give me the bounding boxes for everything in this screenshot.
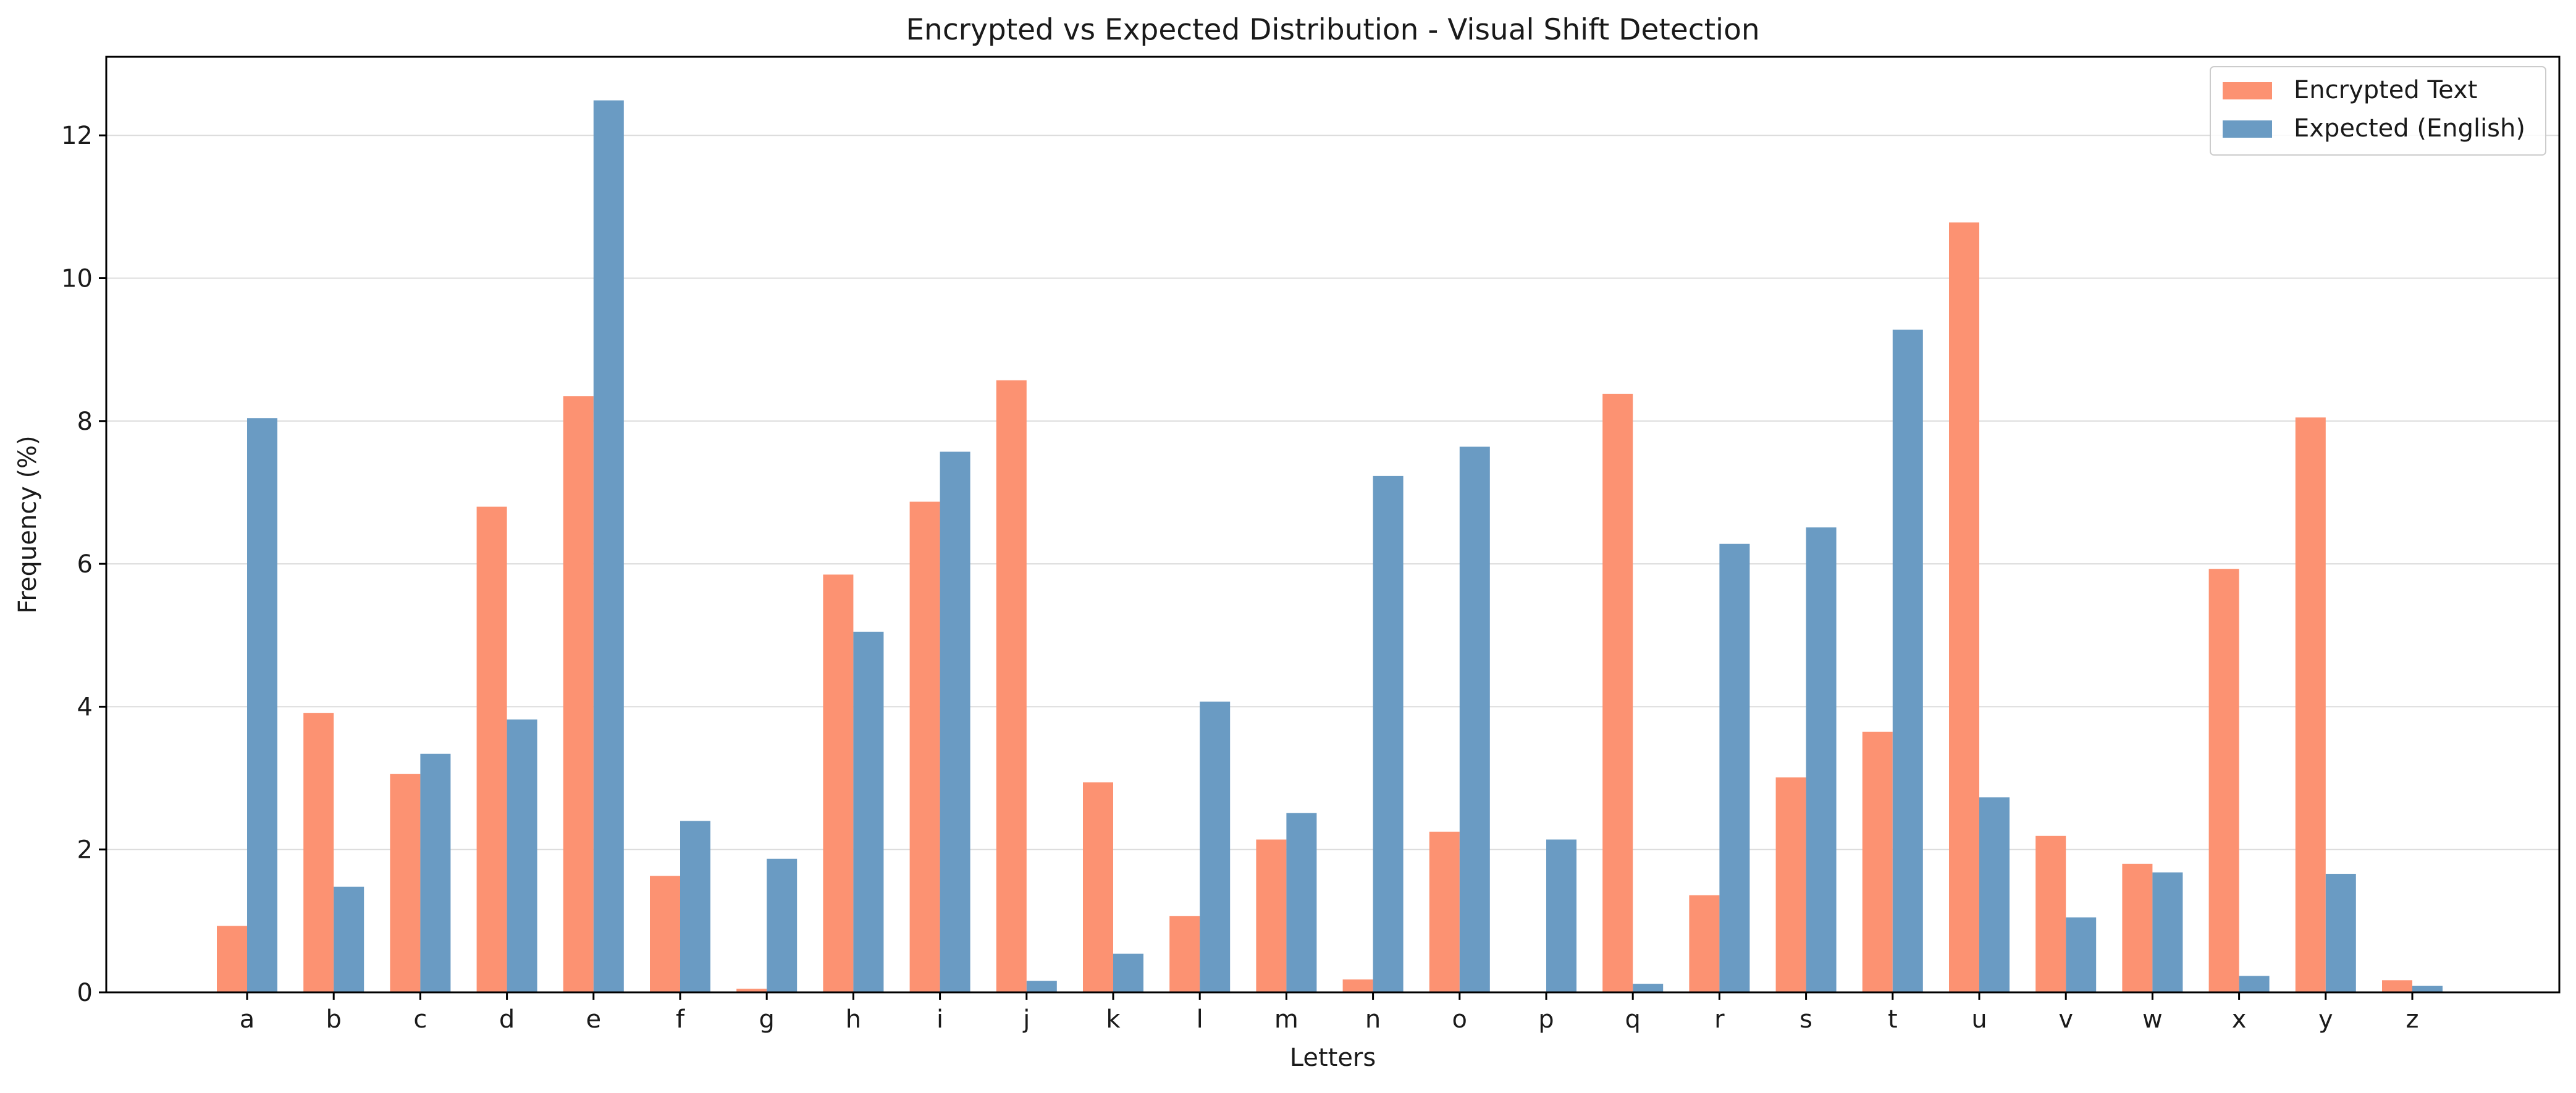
- bar-expected-q: [1633, 984, 1664, 992]
- bar-encrypted-b: [303, 713, 334, 992]
- bar-expected-n: [1373, 475, 1404, 992]
- bar-encrypted-u: [1949, 222, 1979, 993]
- bar-expected-a: [247, 418, 277, 992]
- bar-encrypted-q: [1602, 393, 1633, 992]
- bar-encrypted-n: [1342, 979, 1373, 992]
- bar-expected-d: [507, 719, 537, 992]
- bar-expected-g: [767, 858, 798, 992]
- x-tick-label: d: [499, 1005, 515, 1034]
- chart-title: Encrypted vs Expected Distribution - Vis…: [906, 13, 1759, 47]
- x-tick-label: f: [676, 1005, 685, 1034]
- x-tick-label: e: [586, 1005, 601, 1034]
- x-tick-label: c: [413, 1005, 427, 1034]
- y-tick-label: 2: [77, 836, 93, 865]
- bar-expected-m: [1286, 813, 1317, 992]
- axes-frame: [105, 56, 2561, 994]
- legend-swatch-expected: [2223, 120, 2272, 138]
- bar-expected-j: [1026, 981, 1057, 992]
- bar-encrypted-o: [1429, 831, 1460, 992]
- x-tick-label: u: [1971, 1005, 1987, 1034]
- bar-expected-f: [680, 821, 710, 992]
- x-tick-label: r: [1714, 1005, 1725, 1034]
- bar-encrypted-k: [1083, 782, 1113, 992]
- x-tick-label: b: [326, 1005, 342, 1034]
- bar-expected-k: [1113, 953, 1143, 992]
- bar-expected-x: [2239, 976, 2270, 992]
- bar-expected-i: [940, 451, 970, 992]
- y-tick-label: 10: [61, 265, 93, 293]
- x-tick-label: t: [1888, 1005, 1898, 1034]
- bar-encrypted-z: [2382, 980, 2412, 992]
- bar-expected-o: [1459, 446, 1490, 992]
- bar-encrypted-w: [2122, 863, 2153, 992]
- x-tick-label: n: [1365, 1005, 1381, 1034]
- bar-expected-e: [593, 100, 624, 993]
- y-axis-label: Frequency (%): [14, 435, 42, 614]
- x-tick-label: h: [846, 1005, 861, 1034]
- bar-encrypted-j: [996, 380, 1027, 992]
- y-tick-label: 4: [77, 693, 93, 721]
- bar-encrypted-g: [736, 989, 767, 992]
- x-tick-label: v: [2058, 1005, 2073, 1034]
- bar-encrypted-m: [1256, 839, 1287, 992]
- bar-encrypted-i: [909, 501, 940, 992]
- bar-encrypted-d: [476, 506, 507, 992]
- x-tick-label: k: [1106, 1005, 1121, 1034]
- x-tick-label: x: [2232, 1005, 2247, 1034]
- bar-expected-w: [2152, 872, 2183, 992]
- legend-box: [2210, 66, 2546, 156]
- bar-expected-l: [1200, 701, 1231, 992]
- bar-expected-p: [1546, 839, 1576, 992]
- bar-expected-r: [1719, 543, 1750, 992]
- bar-encrypted-s: [1775, 777, 1806, 992]
- bar-expected-v: [2066, 917, 2097, 992]
- x-tick-label: z: [2406, 1005, 2419, 1034]
- y-axis-ticks: 0 2 4 6 8 10 12: [61, 122, 106, 1007]
- bar-encrypted-x: [2208, 569, 2239, 992]
- bar-encrypted-h: [823, 574, 854, 992]
- bar-expected-s: [1806, 527, 1837, 992]
- legend: Encrypted Text Expected (English): [2210, 66, 2546, 156]
- bar-encrypted-t: [1862, 731, 1893, 992]
- bar-encrypted-e: [563, 396, 594, 992]
- bar-expected-y: [2325, 874, 2356, 992]
- x-tick-label: g: [759, 1005, 775, 1034]
- bar-encrypted-v: [2035, 835, 2066, 992]
- bar-expected-u: [1979, 797, 2010, 992]
- x-tick-label: p: [1538, 1005, 1554, 1034]
- x-axis-ticks: a b c d e f g h i j k l m n o p q r s t u v w x y z: [240, 992, 2419, 1034]
- x-tick-label: s: [1799, 1005, 1812, 1034]
- x-tick-label: w: [2142, 1005, 2163, 1034]
- bar-expected-h: [853, 631, 884, 992]
- bar-encrypted-r: [1689, 895, 1720, 992]
- y-tick-label: 8: [77, 408, 93, 436]
- y-tick-label: 0: [77, 979, 93, 1007]
- x-tick-label: y: [2318, 1005, 2333, 1034]
- bar-encrypted-l: [1169, 916, 1200, 992]
- legend-swatch-encrypted: [2223, 82, 2272, 99]
- bar-expected-z: [2412, 986, 2443, 992]
- bar-expected-t: [1892, 329, 1923, 993]
- y-tick-label: 12: [61, 122, 93, 150]
- x-tick-label: q: [1625, 1005, 1641, 1034]
- legend-label-expected: Expected (English): [2294, 114, 2525, 143]
- bar-encrypted-a: [217, 926, 247, 992]
- x-tick-label: j: [1022, 1005, 1030, 1034]
- bar-expected-c: [420, 753, 451, 992]
- x-tick-label: o: [1452, 1005, 1467, 1034]
- bar-encrypted-y: [2295, 417, 2326, 992]
- x-tick-label: l: [1197, 1005, 1203, 1034]
- x-tick-label: m: [1274, 1005, 1299, 1034]
- bar-expected-b: [334, 886, 364, 992]
- x-axis-label: Letters: [1290, 1044, 1376, 1072]
- bars: [217, 100, 2443, 993]
- x-tick-label: i: [937, 1005, 943, 1034]
- bar-encrypted-c: [390, 774, 421, 992]
- y-tick-label: 6: [77, 550, 93, 579]
- legend-label-encrypted: Encrypted Text: [2294, 76, 2477, 104]
- bar-encrypted-f: [650, 876, 680, 992]
- x-tick-label: a: [240, 1005, 255, 1034]
